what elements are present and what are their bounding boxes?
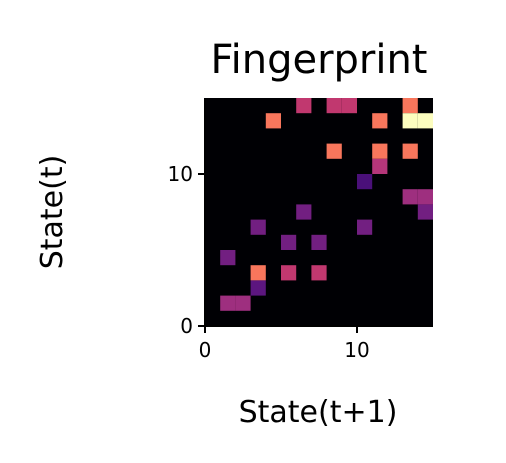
heatmap-cell bbox=[220, 295, 236, 311]
x-tick-label: 10 bbox=[344, 338, 369, 362]
heatmap-cell bbox=[326, 98, 342, 114]
heatmap-cell bbox=[402, 143, 418, 159]
y-tick-label: 10 bbox=[168, 162, 193, 186]
heatmap-cell bbox=[372, 113, 388, 129]
heatmap-cell bbox=[372, 158, 388, 174]
heatmap-cell bbox=[265, 113, 281, 129]
x-ticks: 0 10 bbox=[199, 326, 370, 362]
plot-background bbox=[205, 98, 433, 326]
heatmap-cell bbox=[402, 113, 418, 129]
heatmap-cells bbox=[220, 98, 433, 311]
heatmap-cell bbox=[357, 174, 373, 190]
chart-title: Fingerprint bbox=[211, 37, 428, 83]
heatmap-cell bbox=[402, 98, 418, 114]
heatmap-cell bbox=[357, 219, 373, 235]
heatmap-cell bbox=[281, 265, 297, 281]
y-axis-label: State(t) bbox=[35, 155, 70, 270]
y-ticks: 0 10 bbox=[168, 162, 205, 338]
heatmap-cell bbox=[326, 143, 342, 159]
heatmap-cell bbox=[220, 250, 236, 266]
heatmap-cell bbox=[311, 265, 327, 281]
heatmap-cell bbox=[296, 204, 312, 220]
heatmap-cell bbox=[402, 189, 418, 205]
heatmap-cell bbox=[235, 295, 251, 311]
heatmap-cell bbox=[311, 234, 327, 250]
heatmap-cell bbox=[417, 113, 433, 129]
heatmap-cell bbox=[372, 143, 388, 159]
heatmap-cell bbox=[296, 98, 312, 114]
heatmap-cell bbox=[341, 98, 357, 114]
heatmap-cell bbox=[281, 234, 297, 250]
heatmap-cell bbox=[417, 204, 433, 220]
x-tick-label: 0 bbox=[199, 338, 212, 362]
heatmap-cell bbox=[250, 280, 266, 296]
heatmap-cell bbox=[250, 265, 266, 281]
heatmap-cell bbox=[250, 219, 266, 235]
heatmap-cell bbox=[417, 189, 433, 205]
y-tick-label: 0 bbox=[180, 314, 193, 338]
x-axis-label: State(t+1) bbox=[239, 395, 398, 430]
